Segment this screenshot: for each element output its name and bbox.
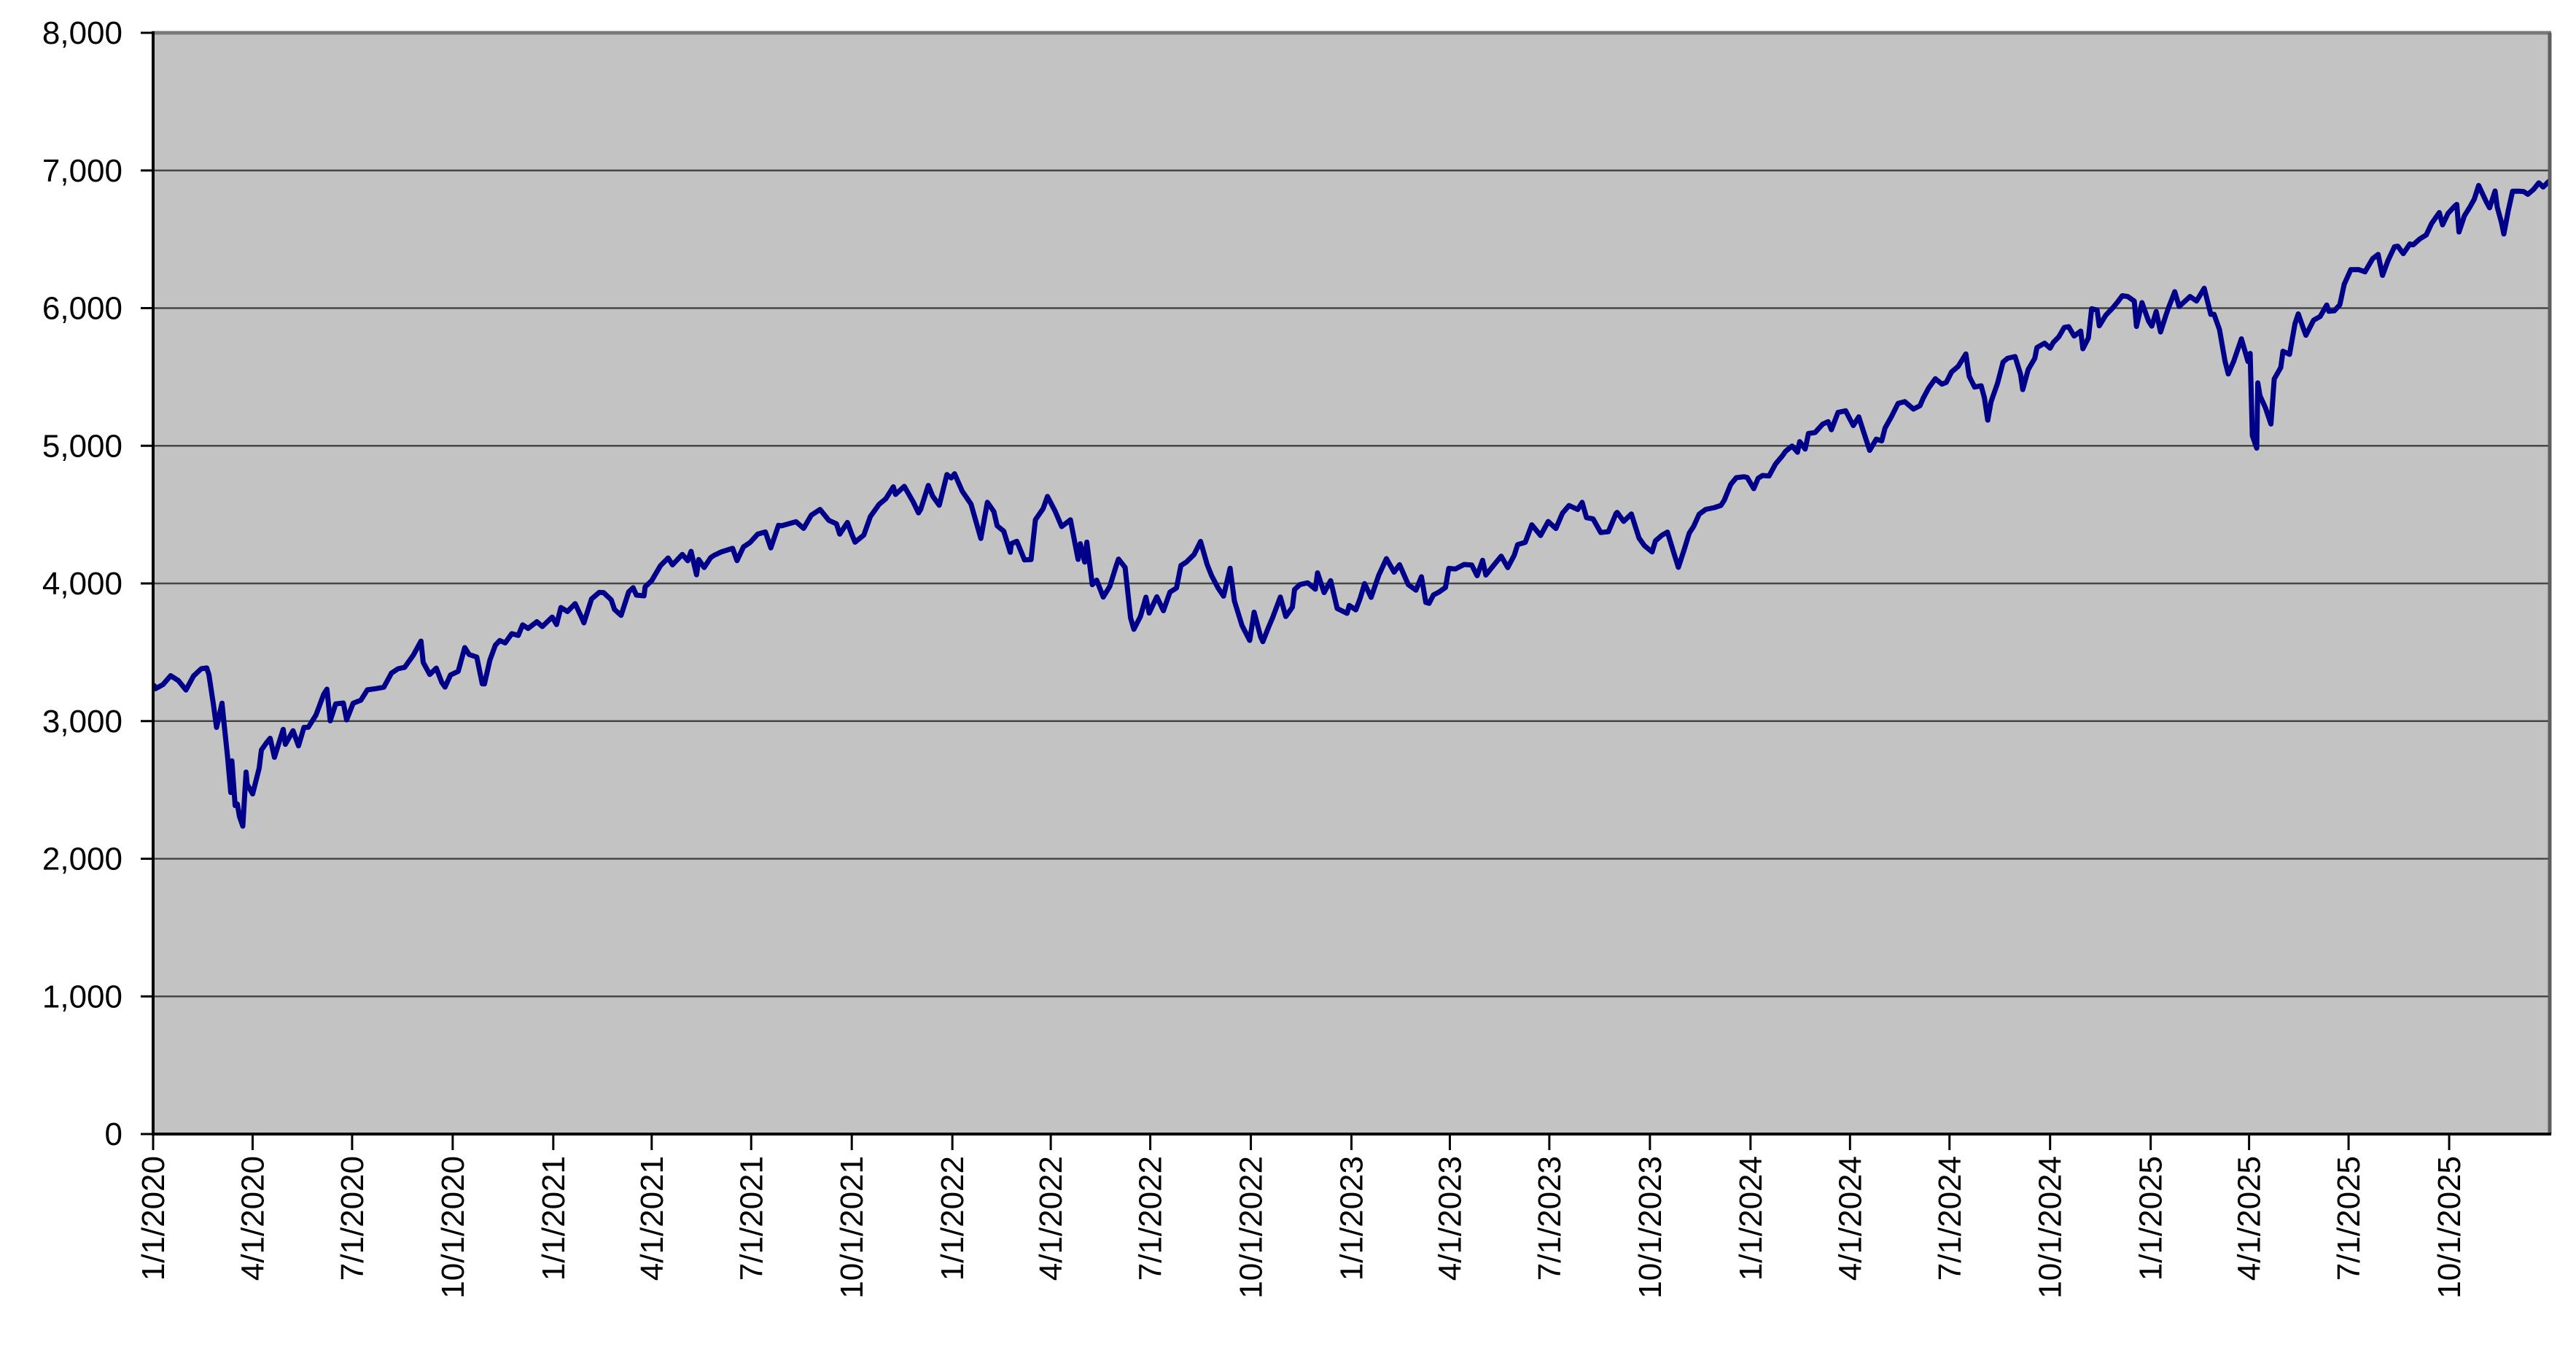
- y-axis-label: 4,000: [42, 566, 122, 602]
- x-axis-label: 4/1/2023: [1432, 1156, 1468, 1281]
- y-axis-label: 0: [105, 1117, 122, 1152]
- y-axis-label: 8,000: [42, 15, 122, 51]
- x-axis-label: 7/1/2020: [335, 1156, 370, 1281]
- x-axis-label: 1/1/2025: [2133, 1156, 2169, 1281]
- x-axis-label: 10/1/2025: [2432, 1156, 2467, 1299]
- price-line: [152, 179, 2551, 829]
- x-axis-label: 10/1/2024: [2033, 1156, 2069, 1299]
- x-axis-label: 1/1/2022: [935, 1156, 970, 1281]
- y-axis-label: 5,000: [42, 428, 122, 464]
- x-axis-label: 7/1/2023: [1532, 1156, 1568, 1281]
- x-axis-label: 4/1/2024: [1832, 1156, 1868, 1281]
- x-axis-label: 4/1/2025: [2232, 1156, 2268, 1281]
- x-axis-label: 4/1/2020: [235, 1156, 271, 1281]
- x-axis-label: 1/1/2020: [136, 1156, 171, 1281]
- y-axis-label: 2,000: [42, 842, 122, 877]
- x-axis-label: 10/1/2022: [1234, 1156, 1269, 1299]
- x-axis-label: 7/1/2025: [2331, 1156, 2367, 1281]
- y-axis-label: 7,000: [42, 153, 122, 189]
- y-axis-label: 3,000: [42, 704, 122, 740]
- x-axis-label: 4/1/2022: [1033, 1156, 1069, 1281]
- x-axis-label: 10/1/2021: [834, 1156, 870, 1299]
- x-axis-label: 10/1/2020: [435, 1156, 471, 1299]
- y-axis-label: 1,000: [42, 979, 122, 1014]
- x-axis-label: 1/1/2021: [536, 1156, 572, 1281]
- x-axis-label: 1/1/2024: [1733, 1156, 1769, 1281]
- x-axis-label: 4/1/2021: [634, 1156, 670, 1281]
- x-axis-label: 7/1/2024: [1932, 1156, 1968, 1281]
- y-axis-label: 6,000: [42, 291, 122, 327]
- x-axis-label: 7/1/2022: [1133, 1156, 1169, 1281]
- x-axis-label: 7/1/2021: [734, 1156, 769, 1281]
- x-axis-label: 1/1/2023: [1334, 1156, 1370, 1281]
- x-axis-label: 10/1/2023: [1633, 1156, 1668, 1299]
